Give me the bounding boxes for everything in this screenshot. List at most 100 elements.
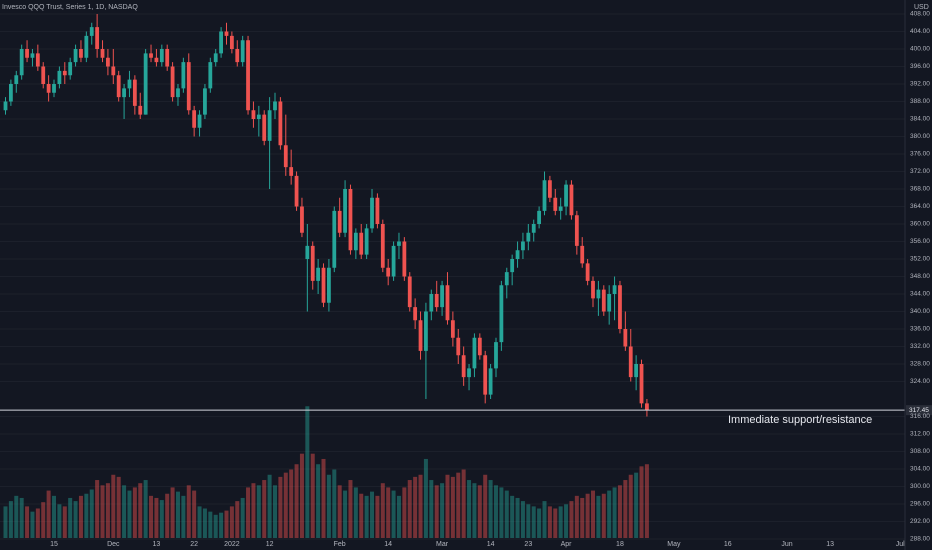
volume-bar — [165, 493, 170, 538]
volume-bar — [434, 485, 439, 538]
candle-body — [607, 294, 612, 312]
volume-bar — [547, 506, 552, 538]
volume-bar — [52, 495, 57, 538]
candle-body — [348, 189, 353, 251]
currency-label: USD — [914, 4, 929, 11]
volume-bar — [564, 504, 569, 538]
volume-bar — [305, 406, 310, 538]
candle-body — [353, 232, 358, 251]
volume-bar — [14, 495, 19, 538]
volume-bar — [515, 497, 520, 538]
volume-bar — [332, 469, 337, 538]
candle-body — [106, 57, 110, 67]
y-tick-label: 296.00 — [910, 501, 930, 508]
volume-bar — [262, 480, 267, 538]
volume-bar — [127, 490, 132, 538]
candle-body — [461, 355, 466, 378]
y-tick-label: 364.00 — [910, 203, 930, 210]
volume-bar — [413, 476, 418, 538]
candle-body — [413, 307, 418, 321]
candle-body — [553, 197, 558, 211]
candle-body — [380, 224, 385, 268]
volume-bar — [407, 480, 412, 538]
volume-bar — [553, 508, 558, 538]
candle-body — [634, 364, 639, 378]
candle-body — [73, 49, 78, 63]
candle-body — [224, 31, 229, 36]
candle-body — [154, 57, 159, 63]
candle-body — [397, 241, 401, 246]
candle-body — [192, 110, 197, 128]
candle-body — [132, 79, 137, 106]
candle-body — [375, 197, 380, 224]
x-tick-label: Mar — [436, 541, 449, 548]
candle-body — [240, 40, 245, 63]
candle-body — [251, 110, 256, 119]
candle-body — [35, 53, 40, 67]
candle-body — [477, 337, 482, 356]
candle-body — [57, 70, 62, 84]
candle-body — [46, 84, 51, 93]
volume-bar — [202, 508, 207, 538]
volume-bar — [111, 474, 116, 538]
x-tick-label: 22 — [190, 541, 198, 548]
volume-bar — [396, 495, 401, 538]
candle-body — [278, 101, 283, 146]
y-tick-label: 312.00 — [910, 431, 930, 438]
volume-bar — [256, 485, 261, 538]
candle-body — [456, 337, 461, 356]
y-tick-label: 368.00 — [910, 186, 930, 193]
volume-bar — [337, 485, 342, 538]
y-tick-label: 336.00 — [910, 326, 930, 333]
y-tick-label: 356.00 — [910, 238, 930, 245]
candle-body — [84, 35, 89, 58]
y-tick-label: 348.00 — [910, 273, 930, 280]
volume-bar — [273, 485, 277, 538]
candle-body — [402, 241, 407, 277]
volume-bar — [73, 501, 78, 538]
volume-bar — [644, 464, 649, 538]
candle-body — [19, 49, 24, 76]
candle-body — [159, 49, 164, 63]
volume-bar — [310, 453, 315, 538]
candle-body — [547, 180, 552, 198]
volume-bar — [46, 490, 51, 538]
candle-body — [138, 105, 143, 115]
volume-bar — [149, 495, 154, 538]
candle-body — [229, 35, 234, 49]
y-tick-label: 288.00 — [910, 536, 930, 543]
volume-bar — [574, 495, 579, 538]
y-tick-label: 332.00 — [910, 343, 930, 350]
candle-body — [434, 294, 439, 308]
candle-body — [25, 49, 29, 58]
volume-bar — [267, 474, 272, 538]
candle-body — [176, 88, 180, 98]
volume-bar — [429, 480, 434, 538]
volume-bar — [531, 506, 536, 538]
y-tick-label: 352.00 — [910, 256, 930, 263]
x-tick-label: 15 — [50, 541, 58, 548]
y-tick-label: 328.00 — [910, 361, 930, 368]
candle-body — [596, 289, 601, 299]
annotation-text: Immediate support/resistance — [728, 414, 872, 426]
candle-body — [494, 342, 498, 369]
candle-body — [283, 145, 288, 168]
candle-body — [429, 294, 434, 312]
volume-bar — [607, 490, 612, 538]
volume-bar — [78, 495, 83, 538]
y-tick-label: 324.00 — [910, 378, 930, 385]
volume-bar — [353, 487, 358, 538]
volume-bar — [488, 480, 493, 538]
x-tick-label: Dec — [107, 541, 120, 548]
candle-body — [305, 245, 310, 259]
volume-bar — [440, 483, 445, 538]
volume-bar — [197, 506, 202, 538]
volume-bar — [30, 511, 35, 538]
y-tick-label: 392.00 — [910, 81, 930, 88]
candle-body — [181, 62, 186, 89]
volume-bar — [235, 501, 240, 538]
volume-bar — [208, 511, 213, 538]
volume-bar — [57, 504, 62, 538]
